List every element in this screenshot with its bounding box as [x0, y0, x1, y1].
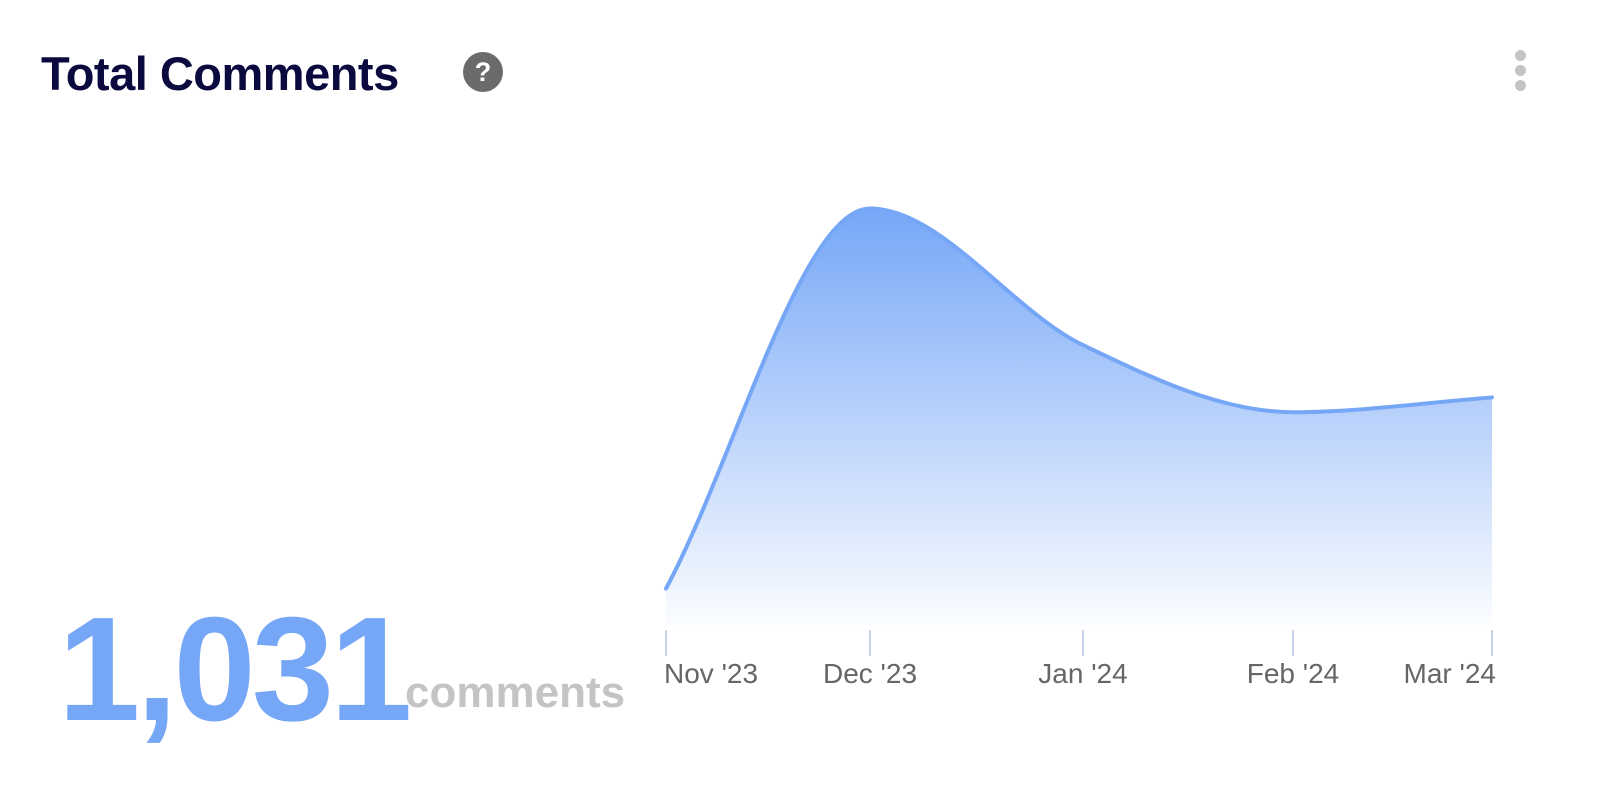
question-circle-icon[interactable]: ?: [463, 52, 503, 92]
total-unit: comments: [405, 668, 626, 717]
total-value: 1,031: [58, 587, 412, 752]
widget-title: Total Comments: [41, 47, 399, 100]
x-tick-label: Mar '24: [1404, 658, 1497, 689]
x-tick-label: Nov '23: [664, 658, 758, 689]
x-tick-label: Feb '24: [1247, 658, 1340, 689]
series-line: [664, 206, 1494, 591]
area-fill: [666, 208, 1492, 626]
kebab-menu-icon[interactable]: [1512, 50, 1528, 92]
x-tick-label: Dec '23: [823, 658, 917, 689]
x-tick-label: Jan '24: [1038, 658, 1127, 689]
